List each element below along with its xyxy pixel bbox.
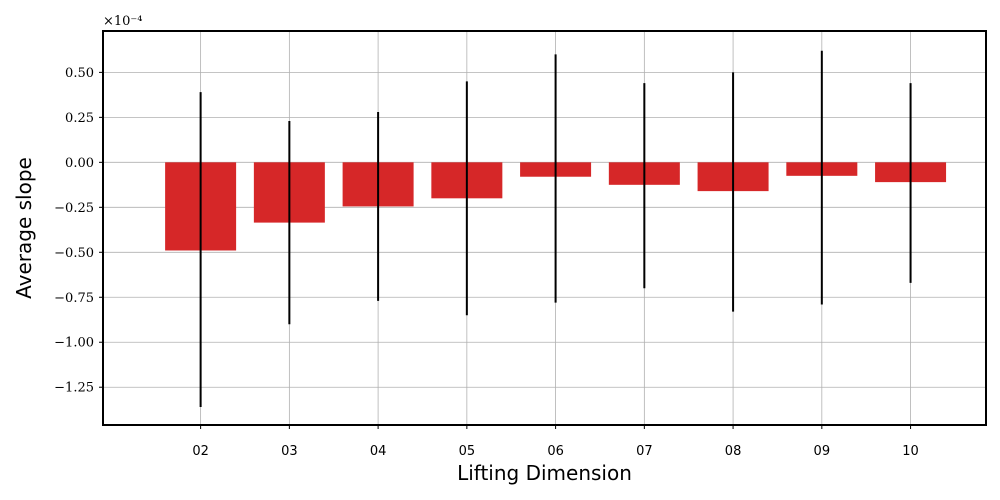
plot-frame bbox=[102, 30, 987, 426]
x-tick-label: 08 bbox=[725, 444, 742, 459]
y-axis-ticks: 0.50 0.25 0.00 −0.25 −0.50 −0.75 −1.00 −1.25 bbox=[54, 66, 103, 396]
y-tick-label: 0.00 bbox=[65, 156, 94, 171]
x-tick-label: 09 bbox=[814, 444, 831, 459]
x-axis-label: Lifting Dimension bbox=[457, 461, 632, 485]
x-tick-label: 10 bbox=[902, 444, 919, 459]
x-tick-label: 06 bbox=[547, 444, 564, 459]
error-layer bbox=[199, 50, 912, 408]
x-tick-label: 02 bbox=[192, 444, 209, 459]
x-axis-ticks: 02 03 04 05 06 07 08 09 10 bbox=[192, 425, 919, 459]
y-tick-label: −1.00 bbox=[54, 336, 94, 351]
x-tick-label: 07 bbox=[636, 444, 653, 459]
y-tick-label: −0.50 bbox=[54, 246, 94, 261]
x-tick-label: 05 bbox=[459, 444, 476, 459]
y-offset-label: ×10⁻⁴ bbox=[103, 14, 143, 29]
y-tick-label: 0.50 bbox=[65, 66, 94, 81]
x-tick-label: 04 bbox=[370, 444, 387, 459]
y-tick-label: −0.25 bbox=[54, 201, 94, 216]
y-tick-label: −0.75 bbox=[54, 291, 94, 306]
x-tick-label: 03 bbox=[281, 444, 298, 459]
y-axis-label: Average slope bbox=[12, 157, 36, 299]
y-tick-label: −1.25 bbox=[54, 381, 94, 396]
y-tick-label: 0.25 bbox=[65, 111, 94, 126]
